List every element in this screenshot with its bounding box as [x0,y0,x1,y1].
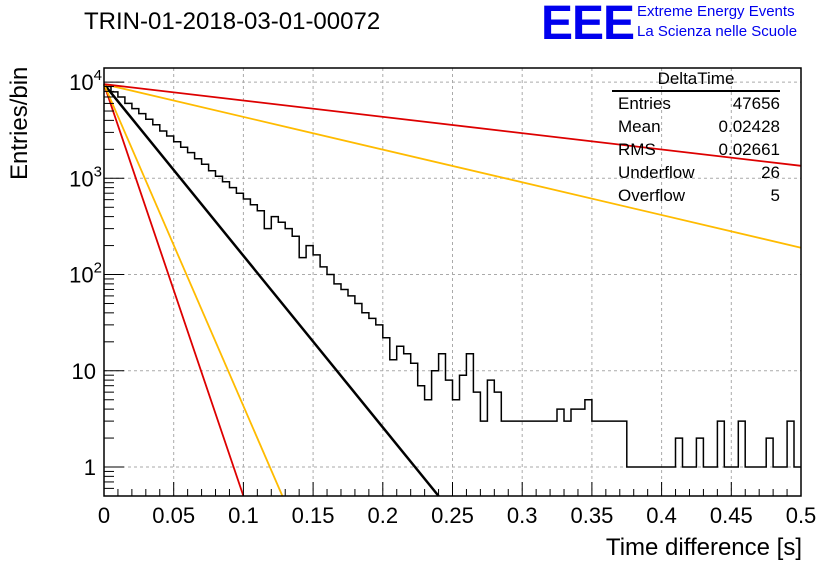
x-tick-labels: 0 0.05 0.1 0.15 0.2 0.25 0.3 0.35 0.4 0.45 0.5 [98,503,816,528]
x-tick-label: 0.15 [292,503,335,528]
x-tick-label: 0.25 [431,503,474,528]
logo-line-2: La Scienza nelle Scuole [637,23,798,40]
y-tick-label: 10 [72,359,96,384]
histogram-steps [104,85,801,468]
stats-title: DeltaTime [612,68,780,92]
fit-line-0 [103,83,440,497]
stats-row-entries: Entries 47656 [612,92,780,115]
fit-lines [103,83,802,497]
fit-line-4 [103,83,802,167]
x-tick-label: 0 [98,503,110,528]
fit-line-3 [103,83,802,249]
stats-value: 5 [770,186,780,205]
x-tick-label: 0.4 [646,503,677,528]
x-tick-label: 0.2 [368,503,399,528]
stats-box: DeltaTime Entries 47656 Mean 0.02428 RMS 0.… [612,68,780,207]
stats-row-mean: Mean 0.02428 [612,115,780,138]
y-tick-labels: 1 10 102 103 104 [69,67,102,480]
x-tick-label: 0.1 [228,503,259,528]
logo-line-1: Extreme Energy Events [637,3,795,20]
stats-label: Entries [618,94,671,113]
stats-value: 26 [761,163,780,182]
y-tick-label: 104 [69,67,102,95]
x-tick-label: 0.5 [786,503,817,528]
stats-value: 47656 [732,94,780,113]
stats-label: Overflow [618,186,686,205]
fit-line-1 [103,83,245,497]
x-tick-label: 0.35 [570,503,613,528]
stats-row-overflow: Overflow 5 [612,184,780,207]
stats-value: 0.02661 [718,140,780,159]
y-tick-label: 1 [84,455,96,480]
x-tick-label: 0.45 [710,503,753,528]
stats-row-underflow: Underflow 26 [612,161,780,184]
x-axis-title: Time difference [s] [605,534,802,561]
x-tick-label: 0.3 [507,503,538,528]
y-tick-label: 102 [69,260,102,288]
stats-row-rms: RMS 0.02661 [612,138,780,161]
eee-logo: EEE [541,0,635,50]
axis-ticks [103,81,802,497]
stats-label: Mean [618,117,661,136]
y-axis-title: Entries/bin [6,66,33,180]
x-tick-label: 0.05 [152,503,195,528]
histogram [104,85,801,468]
stats-value: 0.02428 [718,117,780,136]
stats-label: RMS [618,140,656,159]
grid [104,68,801,496]
y-tick-label: 103 [69,163,102,191]
fit-line-2 [103,83,284,497]
stats-label: Underflow [618,163,695,182]
plot-title: TRIN-01-2018-03-01-00072 [84,8,381,35]
